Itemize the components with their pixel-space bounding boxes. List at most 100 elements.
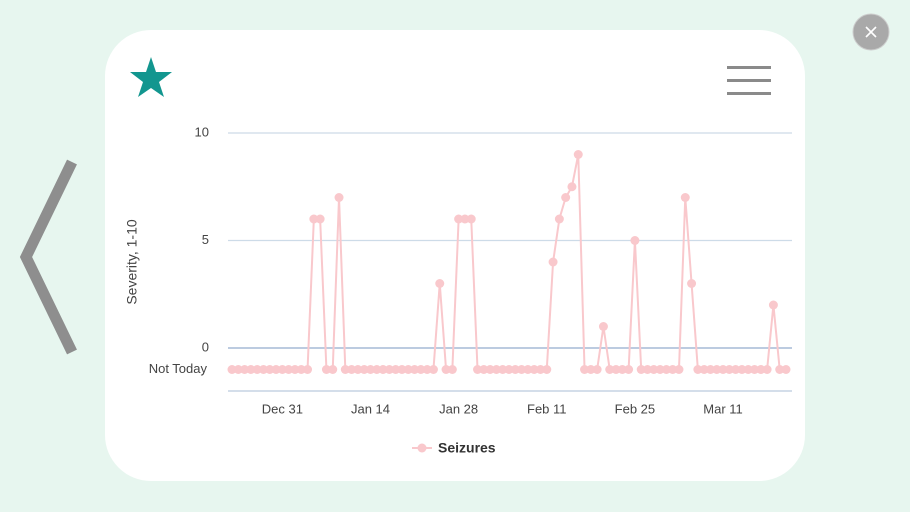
close-icon [865, 26, 877, 38]
x-tick-label: Feb 11 [527, 401, 567, 416]
data-point [334, 193, 344, 202]
menu-bar [727, 66, 771, 69]
data-point [523, 365, 533, 374]
data-point [498, 365, 508, 374]
menu-bar [727, 79, 771, 82]
y-tick-label: Not Today [149, 361, 208, 376]
data-point [466, 214, 476, 224]
data-point [479, 365, 489, 374]
data-point [296, 365, 306, 374]
data-point [454, 214, 464, 224]
data-point [554, 214, 564, 224]
data-point [655, 365, 665, 374]
y-tick-label: 0 [202, 339, 209, 354]
data-point [561, 193, 571, 202]
data-point [246, 365, 256, 374]
data-point [687, 279, 697, 288]
data-point [580, 365, 590, 374]
legend-label: Seizures [438, 440, 496, 456]
y-tick-label: 10 [195, 124, 209, 139]
data-point [303, 365, 313, 374]
data-point [340, 365, 350, 374]
data-point [378, 365, 388, 374]
data-point [724, 365, 734, 374]
data-point [359, 365, 369, 374]
data-point [743, 365, 753, 374]
data-point [384, 365, 394, 374]
data-point [290, 365, 300, 374]
data-point [567, 182, 577, 192]
data-point [315, 214, 325, 224]
data-point [762, 365, 772, 374]
data-point [517, 365, 527, 374]
y-axis-label: Severity, 1-10 [124, 219, 140, 305]
data-point [422, 365, 432, 374]
data-point [447, 365, 457, 374]
data-point [548, 257, 558, 267]
data-point [535, 365, 545, 374]
menu-bar [727, 92, 771, 95]
data-point [699, 365, 709, 374]
data-point [573, 150, 583, 159]
data-point [630, 236, 640, 245]
data-point [674, 365, 684, 374]
data-point [403, 365, 413, 374]
data-point [756, 365, 766, 374]
data-point [712, 365, 722, 374]
data-point [391, 365, 401, 374]
data-point [542, 365, 552, 374]
data-point [460, 214, 470, 224]
data-point [435, 279, 445, 288]
data-point [605, 365, 615, 374]
data-point [781, 365, 791, 374]
data-point [504, 365, 514, 374]
data-point [410, 365, 420, 374]
legend-marker [417, 443, 427, 453]
data-point [372, 365, 382, 374]
data-point [491, 365, 501, 374]
data-point [284, 365, 294, 374]
data-point [227, 365, 237, 374]
data-point [529, 365, 539, 374]
data-point [586, 365, 596, 374]
data-point [473, 365, 483, 374]
data-point [240, 365, 250, 374]
close-button[interactable] [852, 13, 890, 51]
data-point [416, 365, 426, 374]
data-point [485, 365, 495, 374]
data-point [680, 193, 690, 202]
y-tick-label: 5 [202, 232, 209, 247]
data-point [271, 365, 281, 374]
favorite-star[interactable] [130, 57, 172, 97]
data-point [636, 365, 646, 374]
data-point [705, 365, 715, 374]
data-point [353, 365, 363, 374]
data-point [592, 365, 602, 374]
data-point [366, 365, 375, 374]
back-chevron[interactable] [19, 159, 77, 355]
data-point [258, 365, 268, 374]
data-point [768, 300, 778, 310]
data-point [441, 365, 451, 374]
data-point [265, 365, 275, 374]
data-point [617, 365, 627, 374]
data-point [611, 365, 621, 374]
data-point [252, 365, 262, 374]
data-point [428, 365, 438, 374]
x-tick-label: Dec 31 [262, 401, 303, 416]
data-point [347, 365, 357, 374]
data-point [624, 365, 634, 374]
data-point [598, 322, 608, 331]
data-point [233, 365, 243, 374]
data-point [328, 365, 338, 374]
x-tick-label: Mar 11 [703, 401, 743, 416]
x-tick-label: Jan 14 [351, 401, 390, 416]
data-point [661, 365, 671, 374]
menu-button[interactable] [727, 66, 771, 95]
data-point [718, 365, 728, 374]
data-point [510, 365, 520, 374]
data-point [750, 365, 760, 374]
data-point [668, 365, 678, 374]
